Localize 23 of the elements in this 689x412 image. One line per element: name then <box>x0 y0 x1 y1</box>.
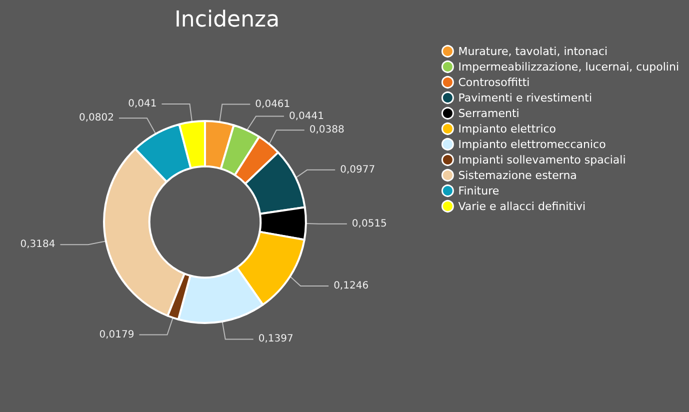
data-label: 0,0802 <box>78 112 114 124</box>
chart-title: Incidenza <box>174 8 280 32</box>
data-label: 0,0179 <box>99 329 134 340</box>
data-label: 0,1397 <box>258 334 294 345</box>
legend-label: Serramenti <box>458 106 520 120</box>
legend-label: Pavimenti e rivestimenti <box>458 91 592 104</box>
data-label: 0,0515 <box>352 218 387 230</box>
data-label: 0,0977 <box>340 164 376 176</box>
legend-label: Sistemazione esterna <box>458 168 577 182</box>
data-label: 0,1246 <box>334 280 369 292</box>
legend-label: Impianto elettromeccanico <box>458 138 606 151</box>
data-label: 0,0388 <box>309 124 344 136</box>
legend-label: Varie e allacci definitivi <box>458 200 586 213</box>
legend-label: Impermeabilizzazione, lucernai, cupolini <box>458 60 680 74</box>
data-label: 0,3184 <box>20 239 56 250</box>
legend-label: Impianto elettrico <box>458 122 556 136</box>
legend-label: Murature, tavolati, intonaci <box>458 44 608 58</box>
legend-label: Impianti sollevamento spaciali <box>458 153 626 166</box>
data-label: 0,0441 <box>288 110 324 122</box>
data-label: 0,041 <box>128 98 157 110</box>
legend-label: Controsoffitti <box>458 76 530 89</box>
legend-label: Finiture <box>458 184 500 198</box>
data-label: 0,0461 <box>255 98 290 110</box>
